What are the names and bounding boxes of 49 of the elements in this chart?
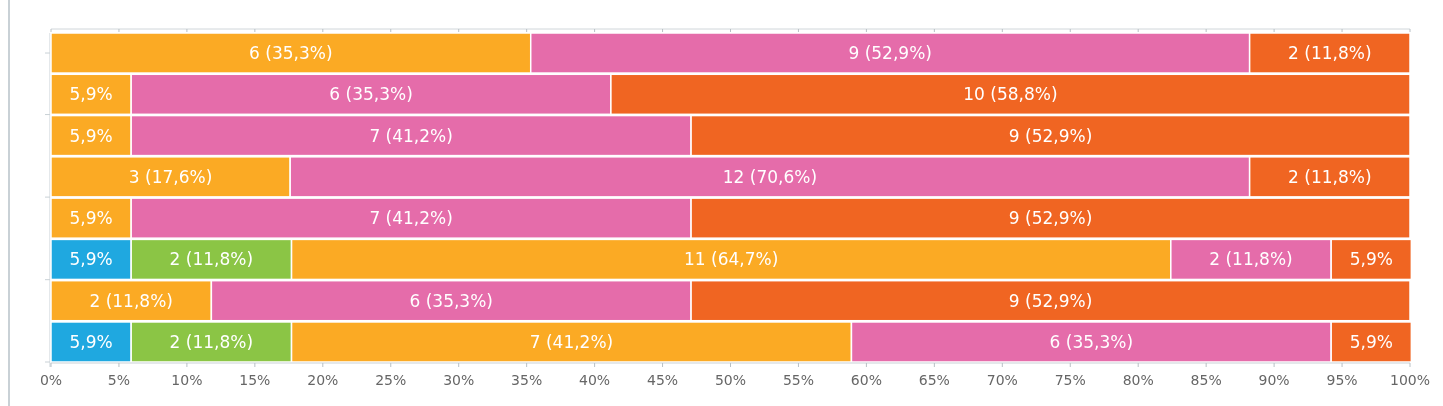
x-tick-label: 65% xyxy=(918,372,950,388)
data-label: 2 (11,8%) xyxy=(169,331,254,352)
x-tick-label: 80% xyxy=(1122,372,1154,388)
x-tick-label: 25% xyxy=(375,372,407,388)
data-label: 2 (11,8%) xyxy=(169,249,254,270)
data-label: 5,9% xyxy=(69,84,113,105)
data-label: 5,9% xyxy=(1349,331,1393,352)
x-tick-label: 45% xyxy=(646,372,679,388)
data-label: 6 (35,3%) xyxy=(249,42,333,63)
data-label: 5,9% xyxy=(69,249,113,270)
data-label: 7 (41,2%) xyxy=(369,125,453,146)
x-tick-label: 30% xyxy=(443,372,475,388)
x-tick-label: 85% xyxy=(1190,372,1222,388)
x-tick-label: 5% xyxy=(107,372,131,388)
x-tick-label: 20% xyxy=(307,372,339,388)
data-label: 3 (17,6%) xyxy=(128,166,213,187)
x-tick-label: 70% xyxy=(986,372,1018,388)
x-tick-label: 0% xyxy=(39,372,63,388)
x-tick-label: 15% xyxy=(239,372,271,388)
data-label: 6 (35,3%) xyxy=(409,290,493,311)
data-label: 6 (35,3%) xyxy=(1049,331,1134,352)
x-tick-label: 90% xyxy=(1258,372,1290,388)
data-label: 12 (70,6%) xyxy=(722,166,818,187)
x-tick-label: 35% xyxy=(511,372,543,388)
x-tick-label: 55% xyxy=(782,372,815,388)
data-label: 5,9% xyxy=(69,125,113,146)
data-label: 5,9% xyxy=(1349,249,1393,270)
x-tick-label: 100% xyxy=(1389,372,1431,388)
x-tick-label: 10% xyxy=(171,372,203,388)
data-label: 9 (52,9%) xyxy=(1008,125,1093,146)
x-tick-label: 95% xyxy=(1326,372,1358,388)
data-label: 9 (52,9%) xyxy=(1008,290,1093,311)
x-tick-label: 75% xyxy=(1054,372,1086,388)
data-label: 2 (11,8%) xyxy=(1209,249,1293,270)
data-label: 5,9% xyxy=(69,208,113,229)
data-label: 2 (11,8%) xyxy=(1288,42,1372,63)
x-tick-label: 60% xyxy=(850,372,882,388)
data-label: 7 (41,2%) xyxy=(529,331,614,352)
data-label: 5,9% xyxy=(69,331,113,352)
data-label: 11 (64,7%) xyxy=(684,249,779,270)
data-label: 10 (58,8%) xyxy=(963,84,1058,105)
x-tick-label: 40% xyxy=(579,372,611,388)
data-label: 9 (52,9%) xyxy=(1008,208,1093,229)
data-label: 2 (11,8%) xyxy=(89,290,173,311)
x-tick-label: 50% xyxy=(714,372,747,388)
data-label: 7 (41,2%) xyxy=(369,208,453,229)
data-label: 2 (11,8%) xyxy=(1288,166,1372,187)
data-label: 6 (35,3%) xyxy=(329,84,413,105)
data-label: 9 (52,9%) xyxy=(848,42,932,63)
